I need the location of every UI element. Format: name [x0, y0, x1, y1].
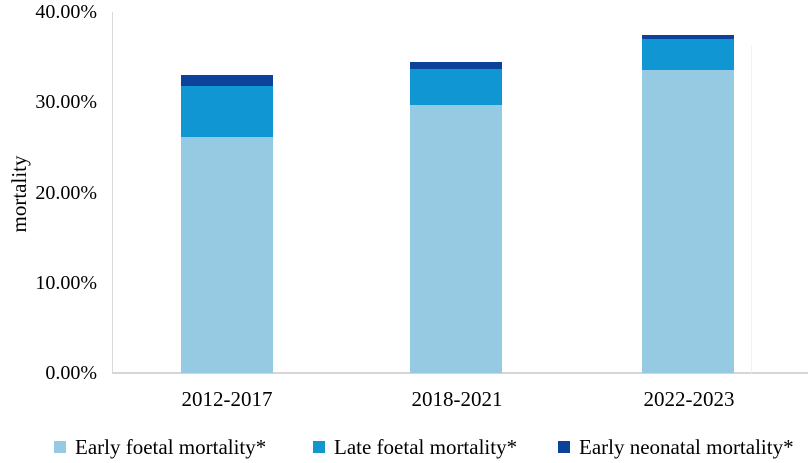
bar-segment	[410, 104, 502, 373]
y-tick-label: 10.00%	[35, 271, 97, 294]
legend-item: Early foetal mortality*	[54, 435, 266, 459]
legend-label: Late foetal mortality*	[334, 435, 518, 459]
legend-swatch	[558, 441, 570, 453]
legend-item: Early neonatal mortality*	[558, 435, 794, 459]
bar-segment	[181, 75, 273, 87]
bar-2012-2017	[181, 75, 273, 373]
x-axis-line	[112, 372, 808, 374]
bar-2018-2021	[410, 61, 502, 373]
bar-segment	[642, 69, 734, 373]
legend-swatch	[54, 441, 66, 453]
x-axis-label: 2012-2017	[181, 387, 273, 411]
x-axis-label: 2022-2023	[643, 387, 735, 411]
bar-segment	[642, 34, 734, 40]
y-tick-label: 0.00%	[45, 362, 97, 384]
bar-2022-2023	[642, 34, 734, 373]
bar-segment	[181, 137, 273, 373]
bar-segment	[410, 68, 502, 105]
y-tick-label: 30.00%	[35, 91, 97, 114]
y-axis-line	[112, 12, 113, 373]
y-tick-label: 40.00%	[35, 1, 97, 23]
x-axis-label: 2018-2021	[411, 387, 503, 411]
bar-segment	[410, 61, 502, 69]
bar-segment	[642, 39, 734, 70]
legend-label: Early foetal mortality*	[75, 435, 267, 459]
bar-segment	[181, 86, 273, 138]
legend-label: Early neonatal mortality*	[579, 435, 794, 459]
legend-item: Late foetal mortality*	[313, 435, 517, 459]
legend-swatch	[313, 441, 325, 453]
y-tick-label: 20.00%	[35, 181, 97, 204]
plot-area-right-border	[751, 45, 752, 373]
